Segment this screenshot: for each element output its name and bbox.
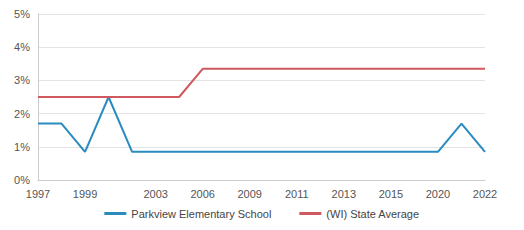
svg-text:2015: 2015	[379, 188, 403, 200]
svg-text:2003: 2003	[143, 188, 167, 200]
svg-text:(WI) State Average: (WI) State Average	[326, 208, 419, 220]
svg-text:Parkview Elementary School: Parkview Elementary School	[131, 208, 271, 220]
svg-text:2011: 2011	[285, 188, 309, 200]
svg-text:2022: 2022	[473, 188, 497, 200]
svg-text:1997: 1997	[26, 188, 50, 200]
svg-text:2020: 2020	[426, 188, 450, 200]
svg-text:0%: 0%	[14, 174, 30, 186]
svg-text:2%: 2%	[14, 108, 30, 120]
svg-text:4%: 4%	[14, 41, 30, 53]
svg-text:2009: 2009	[237, 188, 261, 200]
svg-text:2006: 2006	[190, 188, 214, 200]
svg-text:1%: 1%	[14, 141, 30, 153]
svg-text:5%: 5%	[14, 8, 30, 20]
svg-text:3%: 3%	[14, 74, 30, 86]
svg-text:1999: 1999	[73, 188, 97, 200]
svg-text:2013: 2013	[332, 188, 356, 200]
